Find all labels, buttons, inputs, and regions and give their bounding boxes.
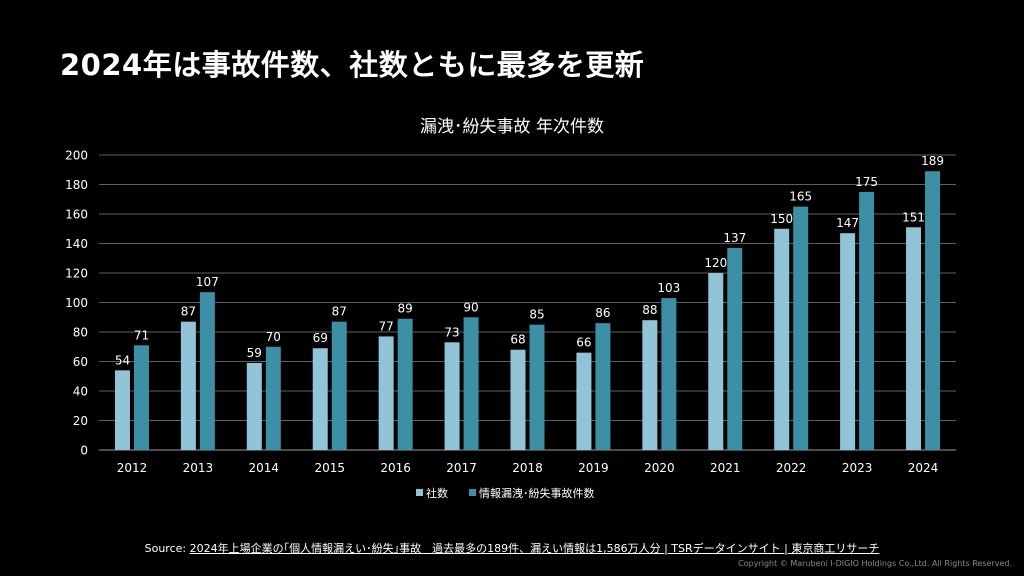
bar-incidents bbox=[133, 345, 149, 450]
source-prefix: Source: bbox=[144, 542, 187, 555]
data-label: 77 bbox=[379, 319, 394, 333]
y-axis-ticks: 0 20 40 60 80 100 120 140 160 180 200 bbox=[65, 149, 88, 458]
y-tick-label: 120 bbox=[65, 267, 88, 281]
x-axis-ticks: 2012 2013 2014 2015 2016 2017 2018 2019 2020 2021… bbox=[117, 461, 939, 475]
data-label: 150 bbox=[770, 212, 793, 226]
data-label: 73 bbox=[444, 325, 459, 339]
legend-label: 情報漏洩･紛失事故件数 bbox=[479, 486, 595, 500]
x-tick-label: 2016 bbox=[380, 461, 411, 475]
gridlines bbox=[99, 154, 956, 451]
bar-companies bbox=[906, 227, 922, 450]
x-tick-label: 2017 bbox=[446, 461, 477, 475]
bar-companies bbox=[840, 233, 856, 450]
bar-incidents bbox=[397, 318, 413, 450]
data-label: 120 bbox=[704, 256, 727, 270]
x-tick-label: 2015 bbox=[314, 461, 345, 475]
bar-companies bbox=[246, 362, 262, 450]
bar-companies bbox=[774, 228, 790, 450]
bar-companies bbox=[114, 370, 130, 450]
y-tick-label: 180 bbox=[65, 178, 88, 192]
data-label: 151 bbox=[902, 210, 925, 224]
data-label: 107 bbox=[196, 275, 219, 289]
y-tick-label: 80 bbox=[73, 326, 88, 340]
y-tick-label: 100 bbox=[65, 296, 88, 310]
bar-incidents bbox=[595, 323, 611, 450]
y-tick-label: 140 bbox=[65, 237, 88, 251]
data-label: 90 bbox=[463, 300, 478, 314]
legend-swatch bbox=[469, 489, 476, 496]
copyright-text: Copyright © Marubeni I-DIGIO Holdings Co… bbox=[738, 559, 1012, 568]
slide-title: 2024年は事故件数、社数ともに最多を更新 bbox=[60, 48, 645, 82]
data-label: 87 bbox=[332, 305, 347, 319]
legend-label: 社数 bbox=[426, 486, 448, 500]
data-label: 89 bbox=[398, 302, 413, 316]
bar-incidents bbox=[265, 346, 281, 450]
data-label: 85 bbox=[529, 308, 544, 322]
x-tick-label: 2020 bbox=[644, 461, 675, 475]
data-label: 59 bbox=[247, 346, 262, 360]
legend: 社数 情報漏洩･紛失事故件数 bbox=[416, 486, 595, 500]
x-tick-label: 2014 bbox=[249, 461, 280, 475]
data-label: 87 bbox=[181, 305, 196, 319]
x-tick-label: 2012 bbox=[117, 461, 148, 475]
bar-incidents bbox=[925, 171, 941, 450]
bar-incidents bbox=[859, 191, 875, 450]
data-label: 71 bbox=[134, 328, 149, 342]
data-label: 69 bbox=[313, 331, 328, 345]
bar-incidents bbox=[727, 247, 743, 450]
bar-companies bbox=[444, 342, 460, 450]
x-tick-label: 2019 bbox=[578, 461, 609, 475]
bar-incidents bbox=[331, 321, 347, 450]
data-label: 66 bbox=[576, 336, 591, 350]
y-tick-label: 60 bbox=[73, 355, 88, 369]
bar-companies bbox=[378, 336, 394, 450]
y-tick-label: 200 bbox=[65, 149, 88, 163]
source-line: Source: 2024年上場企業の｢個人情報漏えい･紛失｣事故 過去最多の18… bbox=[0, 540, 1024, 556]
data-label: 103 bbox=[657, 281, 680, 295]
data-label: 68 bbox=[510, 333, 525, 347]
data-label: 165 bbox=[789, 190, 812, 204]
data-label: 137 bbox=[723, 231, 746, 245]
bar-incidents bbox=[793, 206, 809, 450]
x-tick-label: 2022 bbox=[776, 461, 807, 475]
bar-companies bbox=[708, 273, 724, 450]
x-tick-label: 2013 bbox=[183, 461, 214, 475]
bar-incidents bbox=[529, 324, 545, 450]
source-link[interactable]: 2024年上場企業の｢個人情報漏えい･紛失｣事故 過去最多の189件、漏えい情報… bbox=[189, 542, 880, 555]
legend-swatch bbox=[416, 489, 423, 496]
bar-companies bbox=[312, 348, 328, 450]
bar-companies bbox=[180, 321, 196, 450]
data-label: 88 bbox=[642, 303, 657, 317]
bar-incidents bbox=[463, 317, 479, 450]
bar-incidents bbox=[661, 298, 677, 450]
y-tick-label: 40 bbox=[73, 385, 88, 399]
y-tick-label: 160 bbox=[65, 208, 88, 222]
data-label: 70 bbox=[266, 330, 281, 344]
bar-incidents bbox=[199, 292, 215, 450]
x-tick-label: 2018 bbox=[512, 461, 543, 475]
x-tick-label: 2021 bbox=[710, 461, 741, 475]
data-label: 175 bbox=[855, 175, 878, 189]
bars bbox=[114, 171, 941, 450]
bar-companies bbox=[576, 352, 592, 450]
bar-companies bbox=[510, 349, 526, 450]
data-label: 189 bbox=[921, 154, 944, 168]
bar-companies bbox=[642, 320, 658, 450]
data-label: 86 bbox=[595, 306, 610, 320]
data-label: 54 bbox=[115, 353, 130, 367]
x-tick-label: 2023 bbox=[842, 461, 873, 475]
chart-title: 漏洩･紛失事故 年次件数 bbox=[420, 117, 604, 137]
x-tick-label: 2024 bbox=[908, 461, 939, 475]
y-tick-label: 0 bbox=[80, 444, 88, 458]
data-label: 147 bbox=[836, 216, 859, 230]
y-tick-label: 20 bbox=[73, 414, 88, 428]
